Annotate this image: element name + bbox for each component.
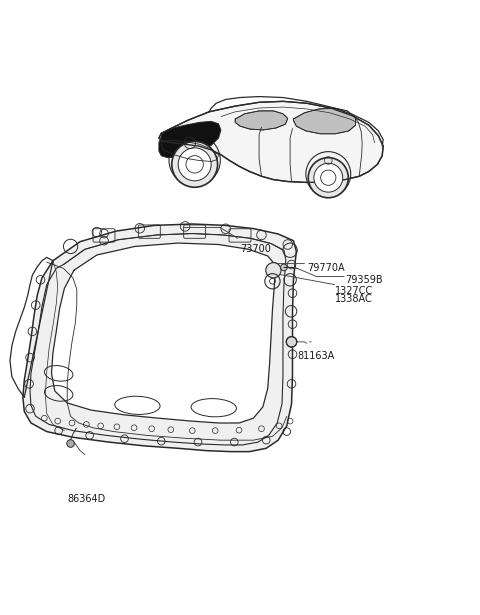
Text: 1338AC: 1338AC <box>336 294 373 304</box>
Circle shape <box>314 163 343 192</box>
Text: 1327CC: 1327CC <box>336 286 374 296</box>
Circle shape <box>172 141 217 187</box>
Polygon shape <box>51 243 276 423</box>
Polygon shape <box>159 121 221 157</box>
Polygon shape <box>235 111 288 130</box>
Text: 79359B: 79359B <box>345 275 383 285</box>
Circle shape <box>266 263 281 278</box>
Circle shape <box>281 264 287 271</box>
Circle shape <box>286 336 297 347</box>
Polygon shape <box>159 101 383 183</box>
Text: 73700: 73700 <box>240 244 271 254</box>
Text: 81163A: 81163A <box>297 351 335 361</box>
Circle shape <box>178 148 211 181</box>
Polygon shape <box>23 224 296 451</box>
Text: 79770A: 79770A <box>307 263 345 274</box>
Circle shape <box>308 157 348 198</box>
Text: 86364D: 86364D <box>67 494 106 504</box>
Polygon shape <box>293 108 356 134</box>
Circle shape <box>67 440 74 447</box>
